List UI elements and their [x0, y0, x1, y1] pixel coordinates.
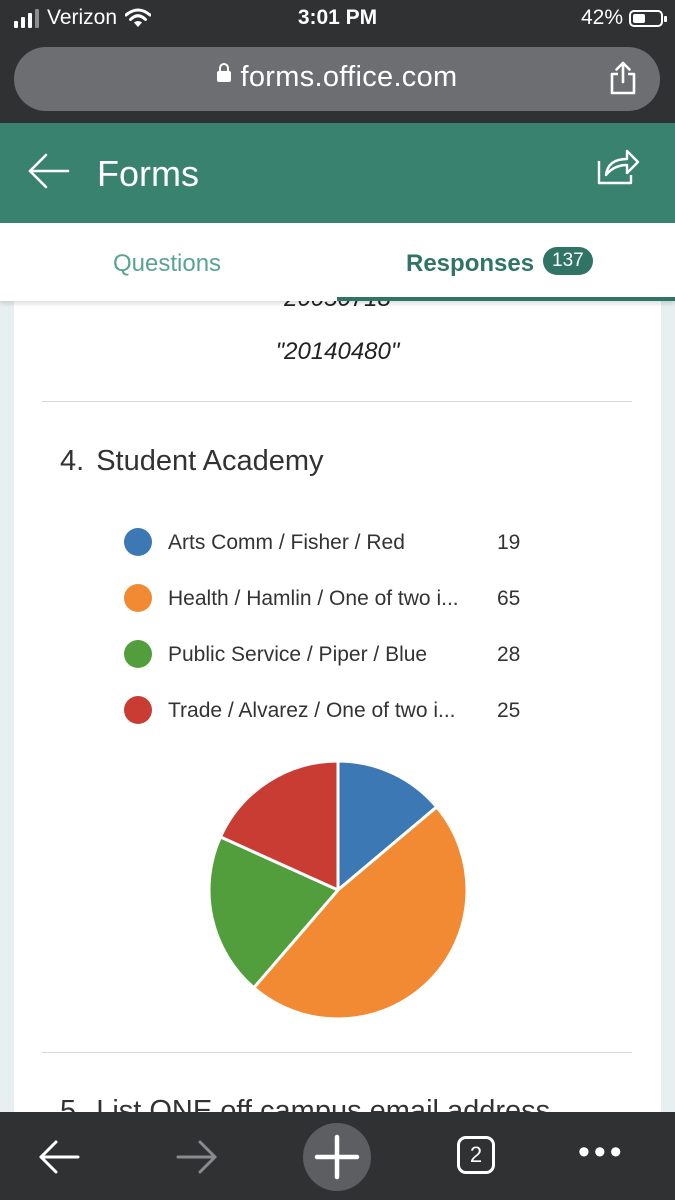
more-menu-button[interactable]: •••	[578, 1133, 626, 1171]
question-title: 4. Student Academy	[60, 445, 324, 478]
url-text: forms.office.com	[240, 61, 458, 93]
legend-item: Public Service / Piper / Blue 28	[124, 640, 584, 696]
legend-label: Trade / Alvarez / One of two i...	[168, 699, 456, 722]
question-text: Student Academy	[96, 445, 324, 477]
legend-count: 28	[497, 643, 521, 666]
tab-questions[interactable]: Questions	[113, 250, 222, 277]
clock: 3:01 PM	[297, 6, 378, 29]
forward-icon[interactable]	[174, 1134, 220, 1180]
tabs-button[interactable]: 2	[457, 1136, 495, 1174]
share-form-icon[interactable]	[595, 143, 641, 189]
back-arrow-icon[interactable]	[24, 147, 72, 195]
status-bar: Verizon 3:01 PM 42%	[0, 0, 675, 40]
lock-icon	[216, 62, 231, 82]
carrier-label: Verizon	[47, 6, 118, 29]
chart-legend: Arts Comm / Fisher / Red 19 Health / Ham…	[124, 528, 584, 752]
share-icon[interactable]	[608, 61, 638, 95]
new-tab-button[interactable]	[303, 1123, 371, 1191]
battery-icon	[629, 9, 667, 27]
legend-swatch	[124, 696, 152, 724]
answer-text: "20050718"	[14, 300, 661, 313]
legend-count: 65	[497, 587, 521, 610]
pie-slice[interactable]	[207, 835, 340, 990]
browser-chrome: Verizon 3:01 PM 42% forms.office.com	[0, 0, 675, 123]
legend-item: Health / Hamlin / One of two i... 65	[124, 584, 584, 640]
page-title: Forms	[97, 153, 199, 194]
back-icon[interactable]	[36, 1134, 82, 1180]
plus-icon	[314, 1134, 360, 1180]
legend-count: 19	[497, 531, 521, 554]
question-number: 4.	[60, 445, 85, 477]
legend-item: Arts Comm / Fisher / Red 19	[124, 528, 584, 584]
wifi-icon	[125, 8, 152, 27]
address-bar[interactable]: forms.office.com	[14, 47, 660, 111]
pie-slice[interactable]	[336, 759, 439, 892]
tab-bar: Questions Responses 137	[0, 223, 675, 301]
legend-swatch	[124, 640, 152, 668]
legend-label: Arts Comm / Fisher / Red	[168, 531, 405, 554]
legend-swatch	[124, 584, 152, 612]
responses-count-badge: 137	[543, 247, 593, 275]
tab-responses[interactable]: Responses	[406, 250, 535, 277]
answer-text: "20140480"	[275, 338, 400, 365]
pie-slice[interactable]	[252, 805, 469, 1021]
responses-card: "20050718" "20140480" 4.Student Academy …	[14, 300, 661, 1120]
legend-label: Public Service / Piper / Blue	[168, 643, 428, 666]
pie-slice[interactable]	[218, 759, 340, 892]
divider	[42, 1052, 632, 1053]
battery-percent: 42%	[580, 6, 623, 29]
browser-toolbar: 2 •••	[0, 1112, 675, 1200]
signal-icon	[14, 8, 39, 28]
legend-swatch	[124, 528, 152, 556]
forms-header: Forms	[0, 123, 675, 223]
pie-chart	[207, 759, 469, 1021]
legend-count: 25	[497, 699, 521, 722]
active-tab-indicator	[337, 297, 675, 301]
divider	[42, 401, 632, 402]
legend-label: Health / Hamlin / One of two i...	[168, 587, 459, 610]
legend-item: Trade / Alvarez / One of two i... 25	[124, 696, 584, 752]
